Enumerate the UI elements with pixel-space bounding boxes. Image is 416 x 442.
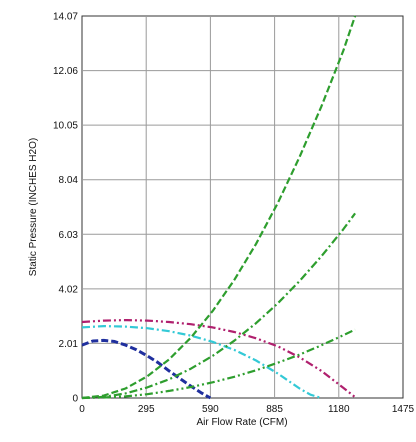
y-tick-label: 8.04 xyxy=(59,175,79,186)
y-tick-label: 14.07 xyxy=(53,12,78,23)
series-layer xyxy=(81,15,357,400)
x-tick-label: 0 xyxy=(79,404,85,415)
x-axis-title: Air Flow Rate (CFM) xyxy=(196,417,287,428)
y-tick-label: 12.06 xyxy=(53,66,78,77)
x-tick-label: 1475 xyxy=(392,404,415,415)
y-axis-ticks: 0 2.01 4.02 6.03 8.04 10.05 12.06 14.07 xyxy=(53,12,78,405)
y-tick-label: 10.05 xyxy=(53,121,78,132)
y-tick-label: 2.01 xyxy=(59,339,79,350)
x-tick-label: 885 xyxy=(266,404,283,415)
x-tick-label: 1180 xyxy=(328,404,350,415)
y-tick-label: 0 xyxy=(72,394,78,405)
y-tick-label: 6.03 xyxy=(59,230,79,241)
x-axis-ticks: 0 295 590 885 1180 1475 xyxy=(79,404,414,415)
x-tick-label: 590 xyxy=(202,404,219,415)
plot-area xyxy=(81,15,404,399)
series-line-2 xyxy=(81,325,322,400)
y-tick-label: 4.02 xyxy=(59,284,79,295)
grid-lines xyxy=(82,16,403,398)
series-line-6 xyxy=(81,328,356,400)
series-line-3 xyxy=(81,319,357,399)
series-line-4 xyxy=(81,15,357,400)
y-axis-title: Static Pressure (INCHES H2O) xyxy=(28,138,39,276)
x-tick-label: 295 xyxy=(138,404,155,415)
